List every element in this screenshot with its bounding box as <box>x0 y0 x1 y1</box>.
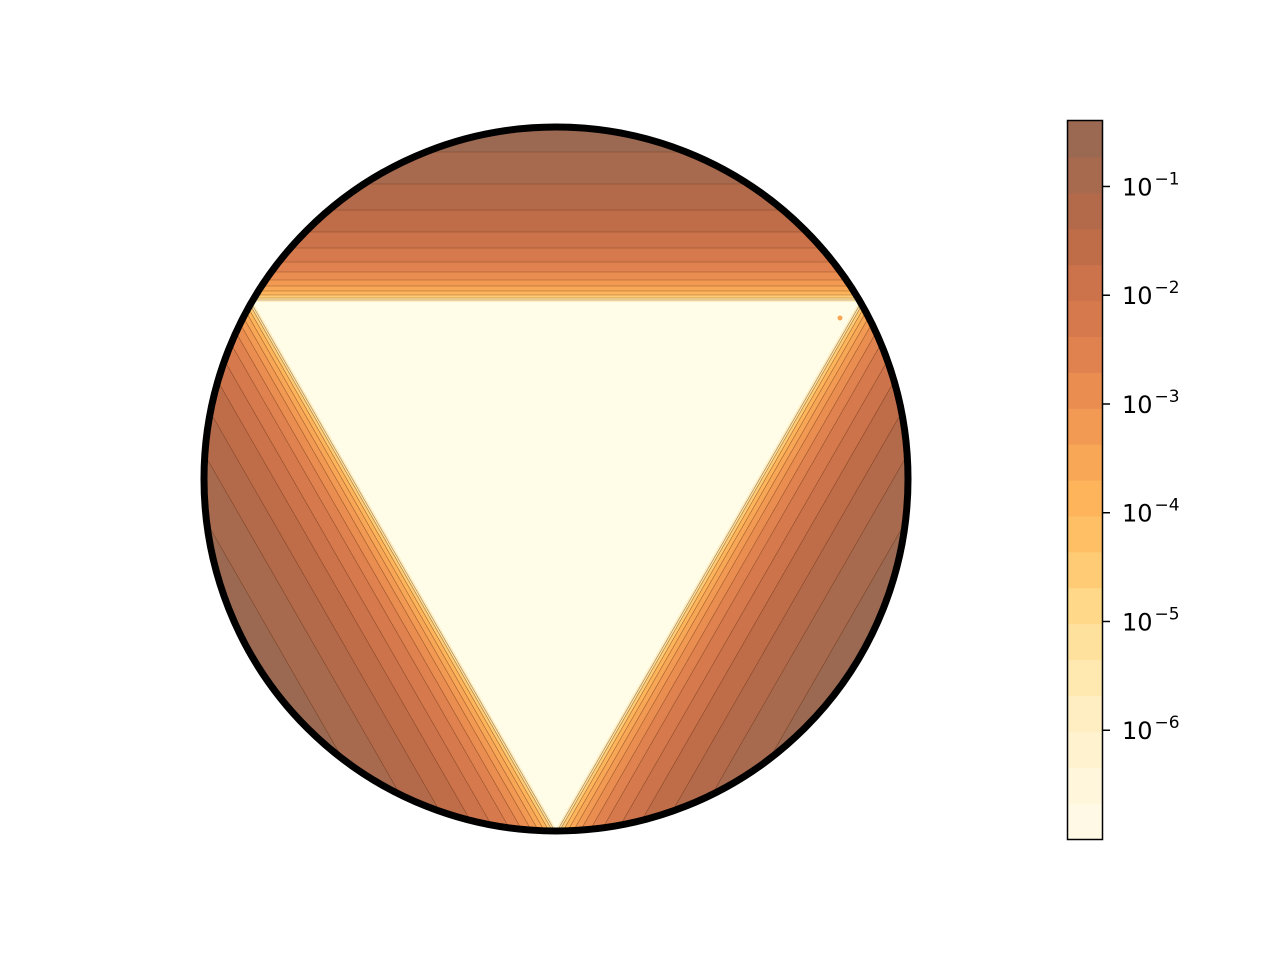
colorbar-level-band <box>1068 336 1102 373</box>
colorbar-level-band <box>1068 156 1102 194</box>
tick-base: 10 <box>1122 608 1153 636</box>
colorbar: 10−110−210−310−410−510−6 <box>1066 119 1180 841</box>
colorbar-ticks: 10−110−210−310−410−510−6 <box>1102 169 1180 745</box>
colorbar-level-band <box>1068 515 1102 553</box>
colorbar-level-band <box>1068 659 1102 696</box>
colorbar-level-band <box>1068 731 1102 768</box>
contour-field <box>204 127 908 831</box>
tick-base: 10 <box>1122 173 1153 201</box>
tick-exponent: −3 <box>1155 387 1180 407</box>
tick-base: 10 <box>1122 282 1153 310</box>
tick-base: 10 <box>1122 717 1153 745</box>
colorbar-frame <box>1066 119 1104 841</box>
tick-base: 10 <box>1122 500 1153 528</box>
tick-exponent: −6 <box>1155 713 1180 733</box>
colorbar-level-band <box>1068 767 1102 804</box>
tick-base: 10 <box>1122 391 1153 419</box>
colorbar-level-band <box>1068 803 1102 840</box>
colorbar-level-band <box>1068 480 1102 517</box>
colorbar-tick-label: 10 −4 <box>1122 496 1180 528</box>
disk-outline <box>200 123 912 835</box>
colorbar-level-band <box>1068 444 1102 481</box>
colorbar-level-band <box>1068 623 1102 661</box>
colorbar-tick-label: 10 −3 <box>1122 387 1180 419</box>
zero-region-triangle <box>253 302 859 829</box>
colorbar-level-band <box>1068 408 1102 445</box>
colorbar-level-band <box>1068 587 1102 625</box>
colorbar-level-band <box>1068 264 1102 302</box>
colorbar-levels <box>1068 121 1102 840</box>
colorbar-level-band <box>1068 228 1102 266</box>
colorbar-level-band <box>1068 300 1102 337</box>
colorbar-level-band <box>1068 121 1102 158</box>
colorbar-tick-label: 10 −5 <box>1122 604 1180 636</box>
tick-exponent: −4 <box>1155 496 1180 516</box>
colorbar-level-band <box>1068 695 1102 732</box>
colorbar-tick-label: 10 −6 <box>1122 713 1180 745</box>
tick-exponent: −5 <box>1155 604 1180 624</box>
colorbar-level-band <box>1068 551 1102 589</box>
colorbar-tick-label: 10 −1 <box>1122 169 1180 201</box>
tick-exponent: −2 <box>1155 278 1180 298</box>
colorbar-tick-label: 10 −2 <box>1122 278 1180 310</box>
colorbar-level-band <box>1068 372 1102 409</box>
contour-artifact-dot <box>837 315 843 321</box>
colorbar-level-band <box>1068 192 1102 230</box>
contour-disk-plot <box>200 123 912 835</box>
tick-exponent: −1 <box>1155 169 1180 189</box>
